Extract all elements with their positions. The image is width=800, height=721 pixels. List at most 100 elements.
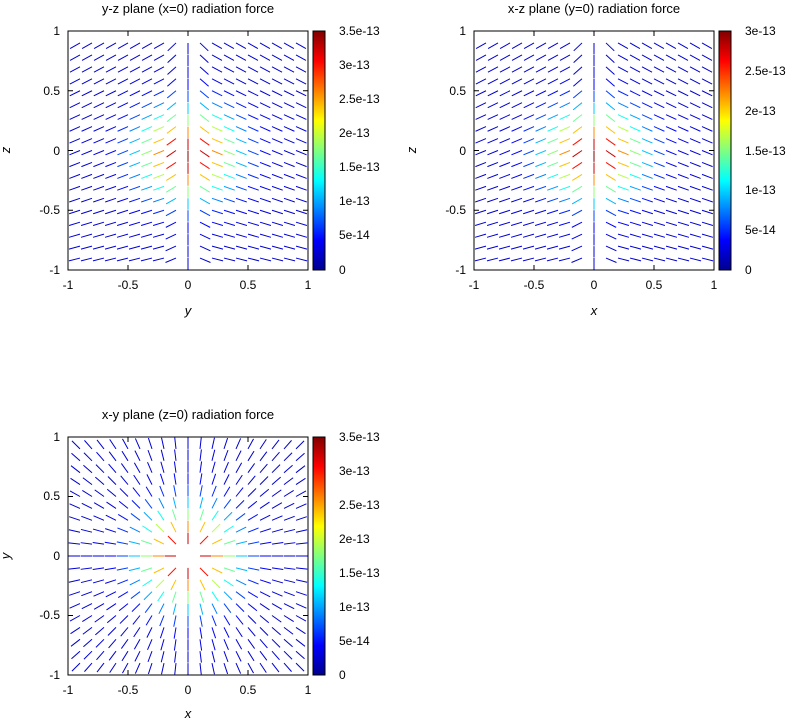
colorbar-tick-label: 1.5e-13	[745, 144, 786, 158]
force-vector	[141, 78, 153, 85]
force-vector	[271, 245, 284, 250]
force-vector	[295, 197, 307, 203]
force-vector	[247, 138, 259, 144]
force-vector	[153, 567, 165, 574]
force-vector	[199, 209, 211, 217]
panel-yz: y-z plane (x=0) radiation force -1 -0.5 …	[0, 1, 380, 318]
force-vector	[93, 42, 105, 50]
force-vector	[80, 233, 93, 238]
force-vector	[295, 529, 308, 533]
force-vector	[69, 42, 81, 50]
force-vector	[105, 514, 117, 521]
force-vector	[211, 591, 219, 602]
force-vector	[211, 603, 218, 615]
force-vector	[641, 233, 654, 238]
force-vector	[605, 78, 615, 87]
force-vector	[534, 245, 547, 250]
force-vector	[93, 114, 105, 120]
force-vector	[119, 615, 129, 624]
plot-area	[67, 436, 309, 676]
force-vector	[498, 257, 511, 262]
force-vector	[223, 579, 234, 587]
force-vector	[223, 173, 235, 179]
force-vector	[117, 527, 129, 533]
force-vector	[271, 209, 284, 215]
force-vector	[92, 541, 105, 545]
force-vector	[629, 150, 641, 156]
force-vector	[69, 138, 81, 144]
force-vector	[81, 173, 93, 179]
force-vector	[104, 567, 117, 571]
force-vector	[701, 209, 714, 215]
force-vector	[92, 528, 105, 533]
force-vector	[475, 102, 487, 109]
force-vector	[617, 221, 630, 227]
force-vector	[223, 525, 234, 533]
force-vector	[605, 233, 617, 240]
force-vector	[211, 538, 223, 545]
force-vector	[546, 257, 559, 262]
force-vector	[295, 185, 307, 191]
force-vector	[271, 579, 284, 584]
force-vector	[547, 150, 559, 156]
force-vector	[140, 209, 153, 215]
force-vector	[105, 42, 117, 50]
force-vector	[247, 185, 259, 191]
force-vector	[641, 161, 653, 168]
force-vector	[605, 197, 617, 205]
force-vector	[511, 173, 523, 179]
force-vector	[523, 66, 535, 73]
force-vector	[629, 245, 642, 250]
force-vector	[629, 78, 641, 85]
force-vector	[653, 102, 665, 109]
force-vector	[295, 516, 307, 521]
colorbar-tick-label: 5e-14	[339, 228, 370, 242]
force-vector	[223, 437, 229, 450]
force-vector	[141, 540, 153, 545]
force-vector	[259, 221, 272, 227]
force-vector	[247, 438, 254, 450]
force-vector	[677, 42, 689, 50]
force-vector	[129, 150, 141, 156]
colorbar-tick-label: 2.5e-13	[745, 64, 786, 78]
force-vector	[147, 449, 153, 461]
force-vector	[116, 221, 129, 227]
force-vector	[199, 114, 210, 123]
force-vector	[133, 639, 141, 650]
colorbar-tick-label: 1.5e-13	[339, 566, 380, 580]
force-vector	[572, 138, 583, 146]
force-vector	[535, 173, 547, 179]
force-vector	[130, 513, 141, 521]
panel-title: x-y plane (z=0) radiation force	[102, 407, 274, 422]
force-vector	[522, 257, 535, 262]
force-vector	[559, 54, 571, 61]
force-vector	[81, 78, 93, 85]
force-vector	[211, 639, 216, 651]
force-vector	[547, 90, 559, 97]
force-vector	[653, 138, 665, 144]
force-vector	[199, 567, 209, 577]
force-vector	[535, 185, 547, 191]
force-vector	[499, 102, 511, 109]
force-vector	[271, 233, 284, 238]
force-vector	[295, 257, 308, 262]
force-vector	[475, 173, 487, 179]
force-vector	[547, 114, 559, 120]
force-vector	[223, 150, 235, 156]
force-vector	[617, 257, 630, 262]
force-vector	[283, 150, 295, 156]
force-vector	[129, 90, 141, 97]
force-vector	[283, 528, 296, 533]
force-vector	[247, 541, 260, 545]
force-vector	[511, 54, 523, 61]
force-vector	[165, 257, 177, 263]
force-vector	[211, 615, 217, 627]
force-vector	[617, 185, 629, 191]
force-vector	[95, 464, 105, 474]
force-vector	[105, 173, 117, 179]
force-vector	[295, 209, 308, 215]
force-vector	[677, 66, 689, 73]
force-vector	[486, 257, 499, 262]
force-vector	[92, 221, 105, 227]
force-vector	[153, 185, 165, 191]
